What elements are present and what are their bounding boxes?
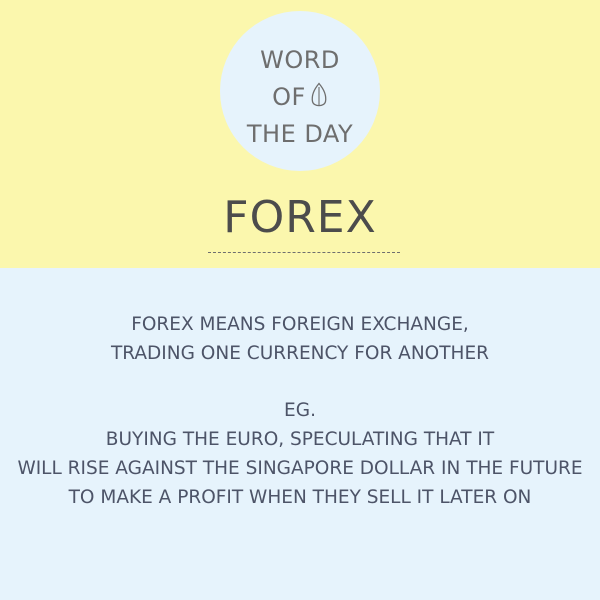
badge-line-of-text: OF [272, 83, 306, 111]
bottom-band [0, 268, 600, 600]
definition-line-2: TRADING ONE CURRENCY FOR ANOTHER [110, 343, 489, 364]
example-label: EG. [284, 400, 316, 421]
example-line-3: TO MAKE A PROFIT WHEN THEY SELL IT LATER… [68, 487, 532, 508]
word-title: FOREX [223, 192, 377, 243]
badge-line-the-day: THE DAY [246, 120, 354, 148]
word-of-the-day-badge: WORD OF THE DAY [220, 11, 380, 171]
example-line-2: WILL RISE AGAINST THE SINGAPORE DOLLAR I… [17, 458, 583, 479]
dashed-divider [208, 252, 400, 253]
definition-line-1: FOREX MEANS FOREIGN EXCHANGE, [131, 314, 469, 335]
example-line-1: BUYING THE EURO, SPECULATING THAT IT [105, 429, 495, 450]
badge-line-of: OF [220, 82, 380, 112]
badge-line-word: WORD [260, 46, 340, 74]
leaf-icon [311, 82, 327, 107]
